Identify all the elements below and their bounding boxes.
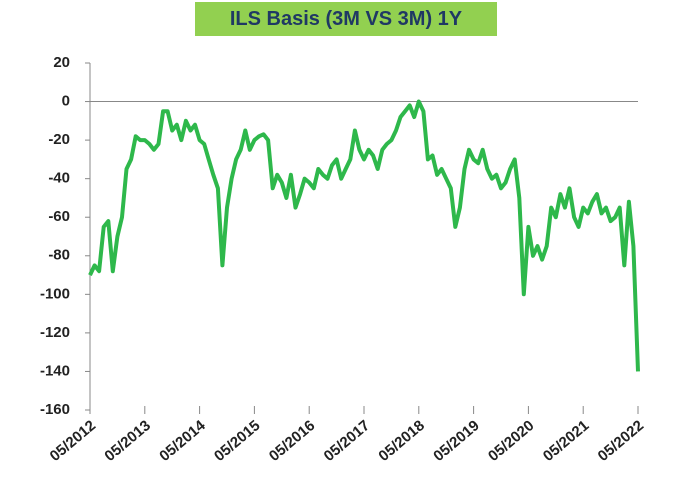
x-tick-label: 05/2022	[595, 417, 647, 465]
y-tick-label: 0	[62, 93, 70, 110]
x-tick-label: 05/2021	[540, 417, 592, 465]
y-tick-label: -60	[48, 208, 70, 225]
y-tick-label: -100	[40, 285, 70, 302]
x-tick-label: 05/2014	[156, 417, 209, 465]
x-tick-label: 05/2013	[101, 417, 153, 465]
x-tick-label: 05/2015	[211, 417, 263, 465]
x-tick-label: 05/2017	[321, 417, 373, 465]
y-tick-label: -80	[48, 247, 70, 264]
title-background	[195, 2, 497, 36]
y-tick-label: -120	[40, 324, 70, 341]
y-tick-label: -20	[48, 131, 70, 148]
chart-title: ILS Basis (3M VS 3M) 1Y	[229, 8, 463, 30]
y-tick-label: -140	[40, 362, 70, 379]
y-tick-label: -40	[48, 170, 70, 187]
x-tick-label: 05/2019	[430, 417, 482, 465]
x-tick-label: 05/2020	[485, 417, 537, 465]
x-tick-label: 05/2012	[47, 417, 99, 465]
y-tick-label: 20	[53, 54, 70, 71]
x-tick-label: 05/2016	[266, 417, 318, 465]
y-tick-label: -160	[40, 401, 70, 418]
x-tick-label: 05/2018	[375, 417, 427, 465]
data-line	[88, 99, 640, 372]
